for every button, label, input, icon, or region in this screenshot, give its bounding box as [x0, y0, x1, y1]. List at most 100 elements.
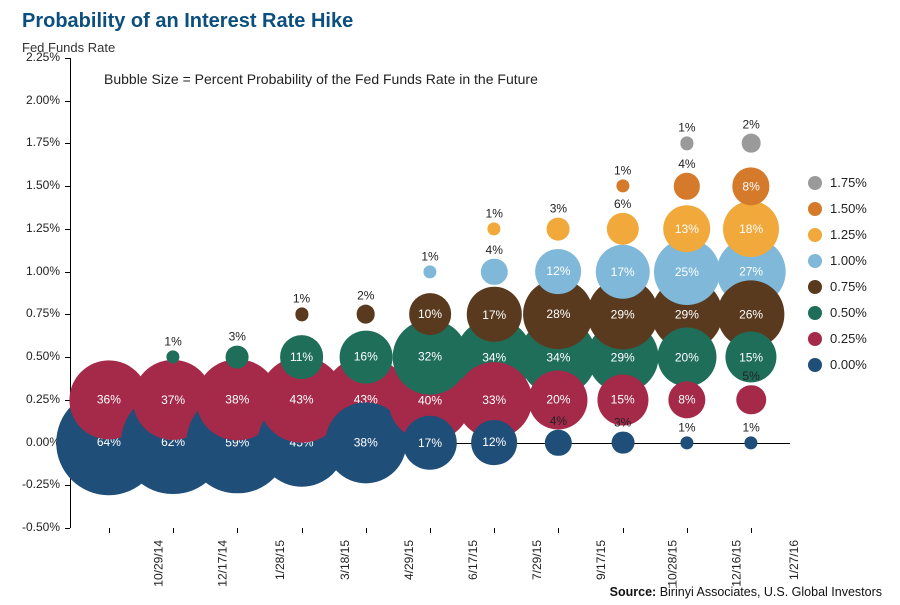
legend-label: 0.00%: [830, 357, 867, 372]
bubble-label: 38%: [354, 436, 378, 450]
ytick-label: 1.50%: [15, 178, 60, 192]
bubble: 4%: [481, 258, 507, 284]
xtick-mark: [687, 528, 688, 533]
xtick-mark: [109, 528, 110, 533]
bubble: 1%: [680, 436, 693, 449]
source-text: Birinyi Associates, U.S. Global Investor…: [660, 585, 882, 599]
bubble-label: 12%: [482, 436, 506, 450]
bubble-label: 2%: [742, 118, 759, 132]
bubble-label: 16%: [354, 350, 378, 364]
bubble-label: 29%: [611, 307, 635, 321]
ytick-label: 0.25%: [15, 392, 60, 406]
bubble-label: 15%: [739, 350, 763, 364]
bubble-label: 10%: [418, 307, 442, 321]
ytick-label: -0.25%: [15, 477, 60, 491]
bubble: 1%: [295, 308, 308, 321]
bubble: 1%: [680, 137, 693, 150]
xtick-label: 12/17/14: [216, 540, 230, 587]
bubble-label: 1%: [678, 420, 695, 434]
xtick-mark: [558, 528, 559, 533]
bubble-label: 34%: [546, 350, 570, 364]
bubble: 2%: [742, 134, 761, 153]
bubble: 6%: [607, 213, 639, 245]
ytick-label: 1.75%: [15, 135, 60, 149]
bubble-label: 1%: [293, 292, 310, 306]
ytick-label: 1.25%: [15, 221, 60, 235]
bubble-label: 28%: [546, 307, 570, 321]
legend-item: 0.50%: [808, 305, 867, 320]
bubble: 3%: [611, 431, 634, 454]
xtick-label: 4/29/15: [402, 540, 416, 580]
bubble-label: 2%: [357, 289, 374, 303]
bubble: 15%: [726, 332, 777, 383]
legend-item: 1.75%: [808, 175, 867, 190]
ytick-mark: [65, 485, 70, 486]
ytick-mark: [65, 143, 70, 144]
bubble-label: 36%: [97, 393, 121, 407]
bubble: 1%: [423, 265, 436, 278]
bubble-label: 38%: [225, 393, 249, 407]
legend-label: 1.25%: [830, 227, 867, 242]
legend-item: 1.25%: [808, 227, 867, 242]
legend-item: 0.75%: [808, 279, 867, 294]
legend-swatch: [808, 280, 822, 294]
bubble-label: 15%: [611, 393, 635, 407]
bubble: 11%: [280, 335, 324, 379]
legend-label: 1.50%: [830, 201, 867, 216]
xtick-label: 1/28/15: [273, 540, 287, 580]
bubble: 12%: [536, 249, 582, 295]
bubble: 4%: [674, 173, 700, 199]
xtick-mark: [302, 528, 303, 533]
bubble: 17%: [403, 415, 457, 469]
bubble: 3%: [226, 346, 249, 369]
bubble-label: 32%: [418, 350, 442, 364]
xtick-mark: [366, 528, 367, 533]
bubble: 10%: [409, 293, 451, 335]
bubble-label: 1%: [486, 206, 503, 220]
xtick-mark: [494, 528, 495, 533]
chart-title: Probability of an Interest Rate Hike: [22, 10, 353, 33]
bubble: 13%: [663, 205, 711, 253]
bubble: 1%: [745, 436, 758, 449]
legend-label: 0.50%: [830, 305, 867, 320]
bubble-label: 11%: [290, 350, 313, 364]
bubble-label: 13%: [675, 222, 699, 236]
ytick-label: 2.25%: [15, 50, 60, 64]
legend-swatch: [808, 332, 822, 346]
bubble-label: 8%: [742, 179, 759, 193]
ytick-label: 2.00%: [15, 93, 60, 107]
legend-swatch: [808, 358, 822, 372]
ytick-mark: [65, 58, 70, 59]
xtick-label: 3/18/15: [338, 540, 352, 580]
bubble-label: 1%: [678, 121, 695, 135]
legend-label: 1.75%: [830, 175, 867, 190]
legend-swatch: [808, 202, 822, 216]
ytick-mark: [65, 101, 70, 102]
legend-label: 1.00%: [830, 253, 867, 268]
bubble-label: 17%: [482, 307, 506, 321]
bubble-label: 1%: [164, 334, 181, 348]
bubble-label: 17%: [418, 436, 442, 450]
bubble: 5%: [736, 385, 766, 415]
bubble: 12%: [471, 420, 517, 466]
ytick-label: 0.50%: [15, 349, 60, 363]
bubble: 4%: [545, 429, 571, 455]
bubble: 1%: [488, 222, 501, 235]
bubble: 1%: [616, 180, 629, 193]
bubble-label: 33%: [482, 393, 506, 407]
bubble: 8%: [668, 381, 705, 418]
xtick-label: 10/29/14: [152, 540, 166, 587]
bubble-label: 20%: [546, 393, 570, 407]
bubble-label: 1%: [742, 420, 759, 434]
bubble-label: 4%: [486, 242, 503, 256]
legend: 1.75%1.50%1.25%1.00%0.75%0.50%0.25%0.00%: [808, 175, 867, 383]
bubble-label: 37%: [161, 393, 185, 407]
bubble-label: 29%: [611, 350, 635, 364]
xtick-label: 7/29/15: [530, 540, 544, 580]
bubble-label: 25%: [675, 265, 699, 279]
bubble-label: 1%: [614, 164, 631, 178]
bubble-label: 3%: [229, 330, 246, 344]
bubble-label: 29%: [675, 307, 699, 321]
ytick-label: 0.75%: [15, 306, 60, 320]
plot-area: -0.50%-0.25%0.00%0.25%0.50%0.75%1.00%1.2…: [70, 58, 790, 528]
